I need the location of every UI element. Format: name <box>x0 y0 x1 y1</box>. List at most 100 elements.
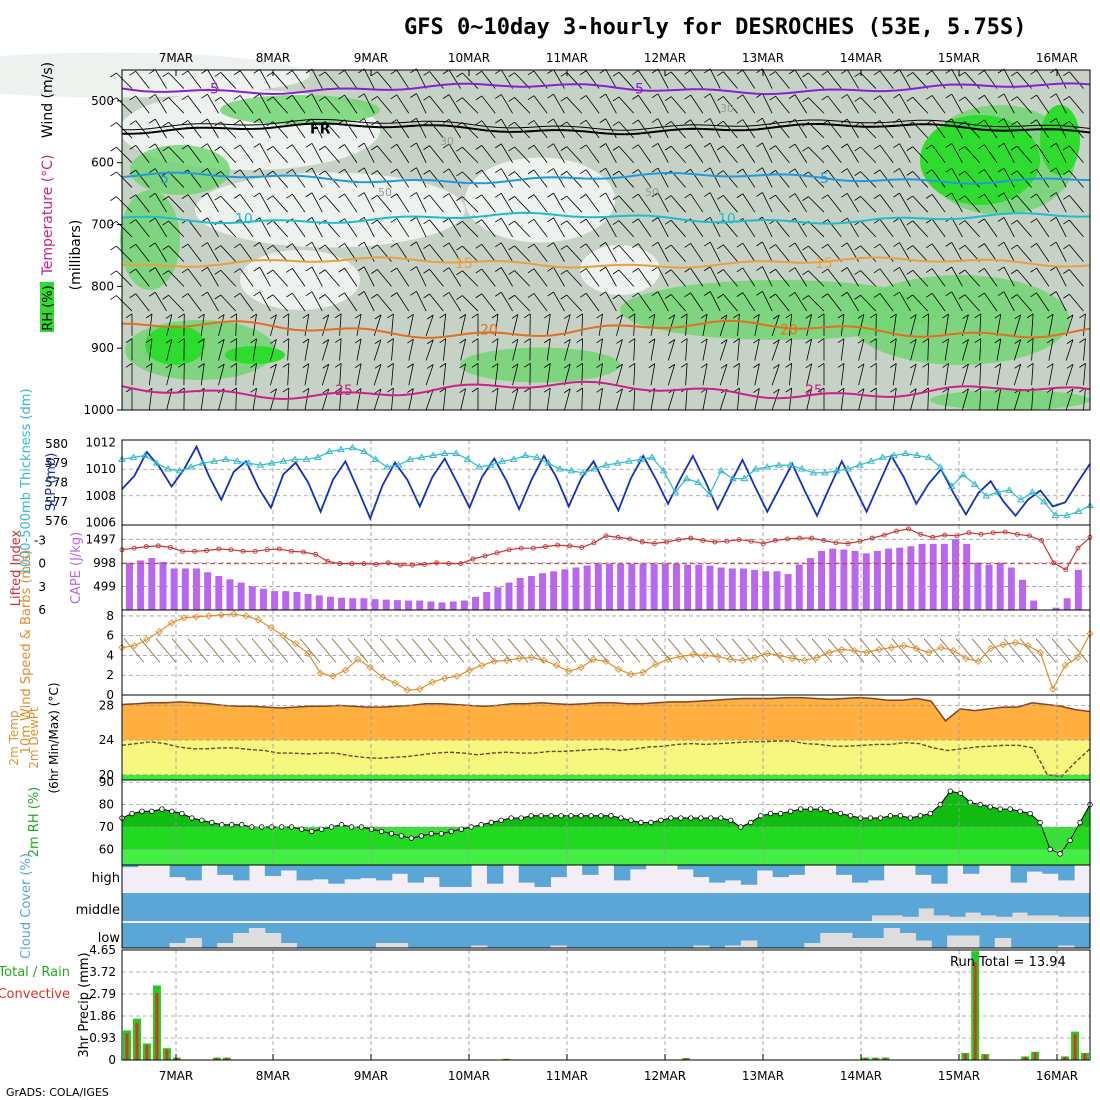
wind10-marker <box>341 666 350 674</box>
wind-barb-shaft <box>363 266 375 287</box>
wind-barb-flag <box>390 69 398 75</box>
wind-barb-flag <box>579 243 587 249</box>
rh2-marker <box>997 806 1003 812</box>
wind-barb-shaft <box>443 313 447 336</box>
wind10-barb <box>155 638 177 663</box>
wind-barb-flag <box>632 218 639 224</box>
wind-barb-flag <box>390 267 398 273</box>
rh2-marker <box>179 810 185 817</box>
wind-barb-flag <box>906 245 914 250</box>
li-marker <box>446 561 452 567</box>
wind-barb-shaft <box>1016 220 1032 238</box>
precip-conv-bar <box>215 1057 219 1060</box>
wind-barb-shaft <box>1016 96 1032 114</box>
wind-barb-shaft <box>650 314 656 336</box>
wind-barb-flag <box>250 338 257 344</box>
wind-barb-flag <box>857 314 865 319</box>
cloud-level-label: low <box>98 931 121 946</box>
wind-barb-shaft <box>650 363 656 386</box>
wind-barb-shaft <box>220 294 237 312</box>
wind-barb-flag <box>162 97 169 102</box>
cloud-high-bar <box>439 865 456 887</box>
wind-barb-flag <box>266 146 274 151</box>
top-date-label: 9MAR <box>354 51 389 65</box>
wind10-marker <box>205 612 213 620</box>
wind10-marker <box>292 639 300 648</box>
cloud-middle-bar <box>1043 893 1060 916</box>
wind-barb-flag <box>286 169 293 174</box>
wind-barb-shaft <box>462 97 479 114</box>
wind-barb-flag <box>439 387 446 393</box>
wind-barb-flag <box>668 363 675 369</box>
wind-barb-shaft <box>429 120 444 139</box>
wind-barb-shaft <box>1016 244 1032 262</box>
wind-barb-shaft <box>292 144 306 163</box>
wind-barb-flag <box>475 95 482 101</box>
wind-barb-flag <box>110 171 117 177</box>
wind-barb-flag <box>962 339 969 344</box>
wind-barb-shaft <box>533 194 548 213</box>
wind-barb-flag <box>841 217 848 223</box>
li-marker <box>530 545 536 551</box>
wind-barb-flag <box>357 167 365 173</box>
cloud-high-bar <box>185 865 202 881</box>
wind-barb-shaft <box>239 243 254 262</box>
wind-barb-shaft <box>377 269 392 287</box>
li-marker <box>785 536 790 542</box>
wind-barb-flag <box>1014 339 1021 344</box>
cape-bar <box>192 568 200 610</box>
wind-barb-flag <box>906 220 914 226</box>
wind-barb-shaft <box>775 170 790 188</box>
wind-barb-shaft <box>808 72 825 89</box>
wind-barb-shaft <box>168 220 185 238</box>
wind-barb-shaft <box>899 118 911 139</box>
wind10-marker <box>614 665 623 673</box>
rh-saturated-patch <box>1040 105 1080 175</box>
cloud-high-bar <box>233 865 250 881</box>
wind-barb-shaft <box>657 68 669 89</box>
thickness-marker <box>740 474 749 482</box>
wind-barb-flag <box>612 195 620 201</box>
wind-barb-flag <box>214 269 222 275</box>
wind-barb-flag <box>318 294 326 299</box>
wind-barb-shaft <box>135 169 150 188</box>
wind-barb-flag <box>720 339 728 344</box>
wind-barb-flag <box>945 93 952 99</box>
wind-barb-shaft <box>910 388 917 411</box>
wind-barb-flag <box>788 143 796 149</box>
wind-barb-flag <box>282 387 290 393</box>
wind-barb-shaft <box>754 363 760 386</box>
rh2-marker <box>917 813 924 819</box>
wind-barb-shaft <box>775 244 790 262</box>
wind-barb-shaft <box>200 388 205 411</box>
wind-barb-shaft <box>709 217 721 238</box>
wind-barb-shaft <box>709 118 721 139</box>
wind10-marker <box>627 670 635 678</box>
wind-barb-shaft <box>931 144 946 163</box>
wind-barb-flag <box>459 338 466 344</box>
wind-barb-flag <box>459 388 466 393</box>
isotherm-15 <box>121 256 1091 269</box>
wind-barb-shaft <box>1003 167 1015 188</box>
thickness-marker <box>498 457 507 464</box>
wind10-barb <box>683 638 705 663</box>
wind-barb-shaft <box>1048 338 1054 361</box>
wind-barb-shaft <box>187 243 202 262</box>
wind-barb-shaft <box>1069 120 1084 139</box>
wind10-marker <box>130 641 139 650</box>
rh-contour-label: 50 <box>378 186 392 199</box>
wind-barb-flag <box>563 338 571 344</box>
cloud-middle-bar <box>449 893 466 921</box>
wind10-barb <box>235 638 257 663</box>
rh-contour-label: 50 <box>645 186 659 199</box>
wind-barb-shaft <box>794 94 808 114</box>
bottom-date-label: 7MAR <box>159 1069 194 1083</box>
wind-barb-flag <box>870 387 877 393</box>
wind-barb-flag <box>1066 314 1074 320</box>
wind-barb-flag <box>475 70 482 76</box>
wind-barb-shaft <box>742 193 756 213</box>
precip-conv-bar <box>973 962 977 1060</box>
li-marker <box>167 544 173 550</box>
wind-barb-flag <box>162 146 169 152</box>
wind-barb-shaft <box>500 217 513 238</box>
